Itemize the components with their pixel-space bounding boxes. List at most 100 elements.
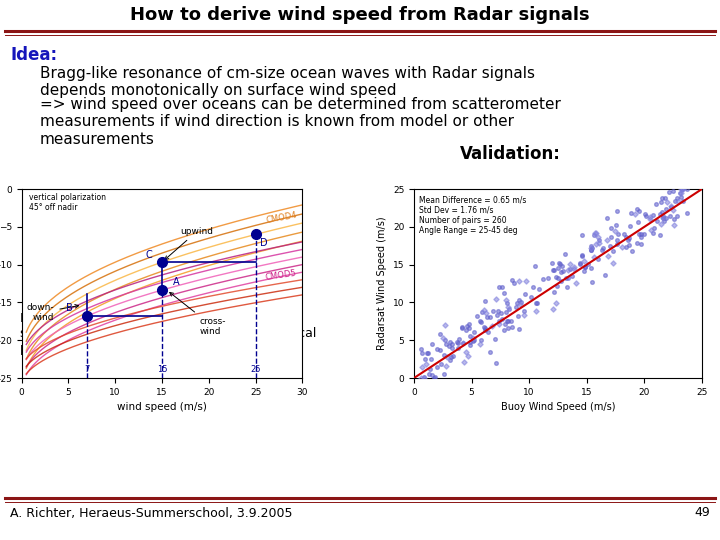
Text: => wind speed over oceans can be determined from scatterometer
measurements if w: => wind speed over oceans can be determi… <box>40 97 561 147</box>
Point <box>493 282 505 291</box>
Point <box>601 235 613 244</box>
Point <box>478 306 490 314</box>
Point <box>562 274 574 283</box>
Point <box>599 271 611 279</box>
Point <box>500 307 512 316</box>
Point <box>620 233 631 241</box>
Point <box>580 263 591 272</box>
Point <box>585 244 596 252</box>
Point <box>482 328 494 336</box>
Point <box>631 239 643 248</box>
Point <box>423 369 435 378</box>
Point <box>496 315 508 324</box>
Point <box>490 334 501 343</box>
Point <box>464 324 475 333</box>
Point <box>548 266 559 274</box>
Point <box>553 259 564 268</box>
Point <box>668 215 680 224</box>
Point <box>633 217 644 226</box>
Point <box>652 217 663 226</box>
Point <box>468 328 480 336</box>
Point <box>590 240 602 248</box>
Point <box>636 233 647 242</box>
Point <box>502 303 513 312</box>
Point <box>671 193 683 202</box>
Point <box>675 185 687 193</box>
Point <box>501 299 513 307</box>
Point <box>593 255 604 264</box>
Point <box>423 349 434 357</box>
Point <box>611 239 623 248</box>
Point <box>626 247 638 255</box>
Point <box>421 348 433 357</box>
Point <box>420 354 431 363</box>
Point <box>585 246 597 254</box>
Point <box>568 265 580 274</box>
Point <box>578 267 590 275</box>
Point <box>635 239 647 248</box>
Point <box>513 325 525 333</box>
Point <box>625 208 636 217</box>
Bar <box>0 0 720 30</box>
Point <box>439 336 451 345</box>
Point <box>438 350 450 359</box>
Point <box>588 252 599 261</box>
Text: CMOD4: CMOD4 <box>265 210 297 225</box>
Point <box>549 288 560 296</box>
Text: D: D <box>261 238 268 248</box>
Point <box>552 264 564 272</box>
Point <box>513 312 524 320</box>
Point <box>431 363 443 372</box>
Point <box>458 357 469 366</box>
Point <box>498 289 510 298</box>
Point <box>446 353 457 361</box>
Point <box>587 278 598 286</box>
Point <box>575 259 586 267</box>
Point <box>657 213 669 222</box>
Point <box>585 264 597 272</box>
Point <box>472 312 483 321</box>
Point <box>430 373 441 382</box>
Point <box>640 211 652 220</box>
Point <box>502 323 513 332</box>
Point <box>434 330 446 339</box>
Text: upwind: upwind <box>165 227 214 260</box>
Text: http://fermi.jhuapl.edu/sar/stormwatch/
user_guide/bealguide_072_V3.pdf: http://fermi.jhuapl.edu/sar/stormwatch/ … <box>413 312 634 334</box>
Point <box>518 307 530 315</box>
Text: Validation:: Validation: <box>459 145 560 163</box>
Point <box>537 275 549 284</box>
Point <box>511 299 523 307</box>
Point <box>610 227 621 236</box>
Point <box>561 282 572 291</box>
Point <box>428 374 439 382</box>
Point <box>451 338 463 347</box>
Point <box>589 231 600 240</box>
Point <box>665 212 676 220</box>
Point <box>592 232 603 241</box>
Point <box>555 277 567 286</box>
Point <box>530 261 541 270</box>
Point <box>611 235 623 244</box>
Point <box>665 201 677 210</box>
Point <box>654 230 666 239</box>
Point <box>492 306 504 315</box>
Point <box>576 231 588 239</box>
Point <box>499 320 510 329</box>
Point <box>582 259 594 268</box>
Point <box>491 311 503 320</box>
Point <box>521 277 532 286</box>
Point <box>681 208 693 217</box>
Point <box>560 273 572 282</box>
Text: 15: 15 <box>157 365 167 374</box>
Point <box>418 372 430 381</box>
Point <box>633 230 644 239</box>
Point <box>508 279 520 287</box>
Point <box>424 365 436 374</box>
Point <box>611 207 623 215</box>
Point <box>660 213 672 222</box>
Point <box>556 267 567 276</box>
Point <box>654 210 666 218</box>
X-axis label: Buoy Wind Speed (m/s): Buoy Wind Speed (m/s) <box>500 402 616 412</box>
Point <box>624 222 635 231</box>
Point <box>502 316 513 325</box>
